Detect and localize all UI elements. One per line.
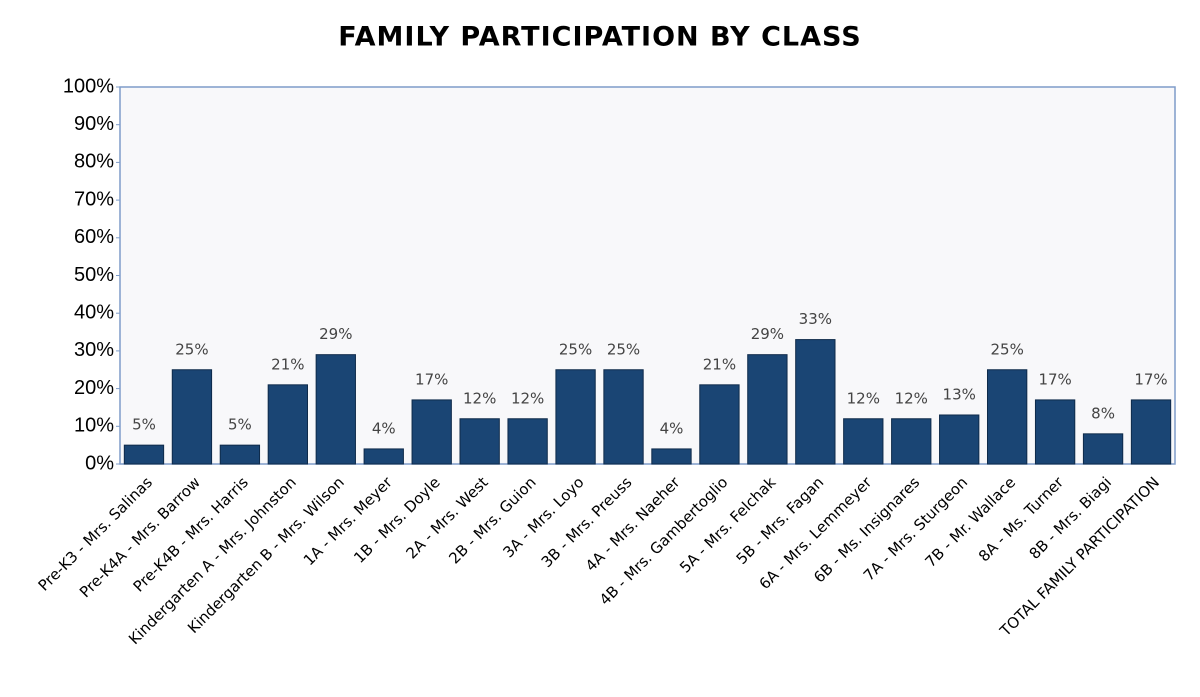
value-label: 25% — [559, 340, 592, 358]
bar — [651, 448, 692, 465]
bar — [939, 414, 980, 465]
y-tick-label: 10% — [74, 415, 114, 437]
bar — [315, 354, 356, 465]
y-tick-label: 70% — [74, 188, 114, 210]
y-tick-label: 60% — [74, 226, 114, 248]
bar — [507, 418, 548, 465]
value-label: 17% — [415, 370, 448, 388]
value-label: 25% — [990, 340, 1023, 358]
bar — [267, 384, 309, 465]
value-label: 25% — [175, 340, 208, 358]
value-label: 17% — [1038, 370, 1071, 388]
bar — [1130, 399, 1172, 465]
x-tick-label: 1B - Mrs. Doyle — [350, 473, 444, 567]
x-tick-label: 8B - Mrs. Biagi — [1026, 473, 1116, 563]
value-label: 12% — [895, 389, 928, 407]
bar — [699, 384, 740, 465]
value-label: 17% — [1134, 370, 1167, 388]
bar — [747, 354, 788, 465]
y-tick-label: 0% — [85, 452, 114, 474]
bar — [603, 369, 644, 465]
bar — [123, 444, 165, 465]
bar — [171, 369, 213, 465]
y-tick-label: 20% — [74, 377, 114, 399]
value-label: 5% — [132, 416, 156, 434]
y-tick-label: 100% — [63, 75, 114, 97]
bar — [219, 444, 261, 465]
x-tick-label: 2B - Mrs. Guion — [445, 473, 539, 567]
value-label: 12% — [847, 389, 880, 407]
value-label: 25% — [607, 340, 640, 358]
value-label: 29% — [319, 325, 352, 343]
y-tick-label: 30% — [74, 339, 114, 361]
bar — [843, 418, 884, 465]
value-label: 12% — [463, 389, 496, 407]
value-label: 5% — [228, 416, 252, 434]
x-tick-label: 8A - Ms. Turner — [975, 473, 1068, 566]
value-label: 8% — [1091, 404, 1115, 422]
bar — [411, 399, 452, 465]
bar — [1082, 433, 1124, 465]
y-tick-label: 80% — [74, 151, 114, 173]
chart-title: FAMILY PARTICIPATION BY CLASS — [338, 22, 861, 53]
bar — [363, 448, 404, 465]
x-tick-label: 1A - Mrs. Meyer — [300, 473, 397, 570]
x-tick-label: 2A - Mrs. West — [403, 473, 492, 562]
y-tick-label: 50% — [74, 264, 114, 286]
value-label: 21% — [703, 355, 736, 373]
value-label: 21% — [271, 355, 304, 373]
bar — [986, 369, 1028, 465]
y-tick-label: 40% — [74, 301, 114, 323]
value-label: 33% — [799, 310, 832, 328]
value-label: 4% — [372, 419, 396, 437]
bar — [1034, 399, 1076, 465]
value-label: 13% — [943, 385, 976, 403]
bar — [555, 369, 596, 465]
x-tick-label: 5B - Mrs. Fagan — [733, 473, 828, 568]
bar — [891, 418, 932, 465]
value-label: 29% — [751, 325, 784, 343]
y-tick-label: 90% — [74, 113, 114, 135]
bar — [795, 339, 836, 465]
value-label: 4% — [660, 419, 684, 437]
value-label: 12% — [511, 389, 544, 407]
bar — [459, 418, 500, 465]
